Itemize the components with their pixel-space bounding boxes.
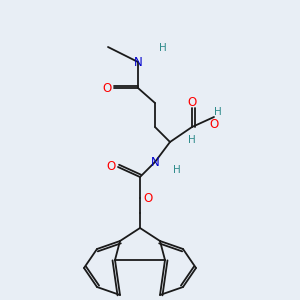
Text: O: O: [106, 160, 116, 173]
Text: H: H: [173, 165, 181, 175]
Text: O: O: [143, 191, 153, 205]
Text: O: O: [188, 95, 196, 109]
Text: H: H: [159, 43, 167, 53]
Text: O: O: [102, 82, 112, 94]
Text: N: N: [134, 56, 142, 68]
Text: H: H: [214, 107, 222, 117]
Text: H: H: [188, 135, 196, 145]
Text: N: N: [151, 155, 159, 169]
Text: O: O: [209, 118, 219, 130]
